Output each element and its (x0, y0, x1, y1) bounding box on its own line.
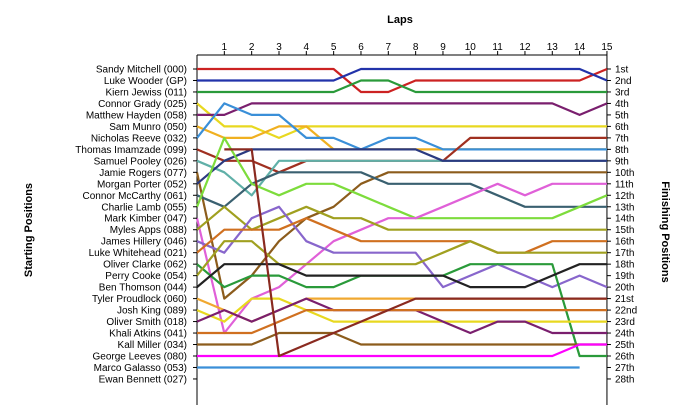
chart-title: Laps (387, 14, 413, 26)
starting-label: Sandy Mitchell (000) (96, 65, 187, 76)
starting-label: Morgan Porter (052) (97, 179, 187, 190)
series-line-11 (196, 148, 607, 185)
series-line-19 (196, 240, 607, 277)
x-tick-label: 6 (358, 42, 364, 53)
series-line-14 (195, 182, 607, 335)
x-tick-label: 2 (249, 42, 255, 53)
x-tick-label: 8 (413, 42, 419, 53)
finishing-label: 5th (615, 110, 629, 121)
starting-label: Kall Miller (034) (118, 340, 187, 351)
finishing-label: 10th (615, 168, 634, 179)
x-tick-label: 14 (574, 42, 586, 53)
series-line-24 (197, 309, 607, 335)
x-tick-label: 9 (440, 42, 446, 53)
finishing-label: 23rd (615, 317, 635, 328)
starting-label: George Leeves (080) (92, 352, 187, 363)
starting-label: Luke Wooder (GP) (104, 76, 187, 87)
series-line-13 (195, 136, 608, 220)
series-line-15 (196, 205, 607, 231)
finishing-label: 11th (615, 179, 634, 190)
finishing-label: 15th (615, 225, 634, 236)
finishing-label: 25th (615, 340, 634, 351)
starting-label: James Hillery (046) (101, 237, 187, 248)
x-tick-label: 7 (386, 42, 392, 53)
series-line-12 (196, 171, 607, 208)
finishing-label: 14th (615, 214, 634, 225)
x-tick-label: 13 (547, 42, 559, 53)
x-tick-label: 3 (276, 42, 282, 53)
finishing-label: 18th (615, 260, 634, 271)
finishing-label: 22nd (615, 306, 637, 317)
finishing-label: 19th (615, 271, 634, 282)
starting-label: Connor Grady (025) (98, 99, 187, 110)
x-tick-label: 1 (222, 42, 228, 53)
starting-label: Connor McCarthy (061) (83, 191, 187, 202)
x-tick-label: 12 (519, 42, 531, 53)
x-tick-label: 10 (465, 42, 477, 53)
starting-label: Ewan Bennett (027) (99, 374, 187, 385)
starting-label: Sam Munro (050) (109, 122, 187, 133)
finishing-label: 17th (615, 248, 634, 259)
starting-label: Matthew Hayden (058) (86, 110, 187, 121)
series-line-9 (196, 159, 607, 197)
x-tick-label: 11 (492, 42, 503, 53)
starting-label: Oliver Clarke (062) (103, 260, 187, 271)
starting-label: Jamie Rogers (077) (99, 168, 187, 179)
series-line-26 (197, 343, 607, 358)
starting-label: Marco Galasso (053) (94, 363, 187, 374)
finishing-label: 28th (615, 374, 634, 385)
starting-label: Thomas Imamzade (099) (75, 145, 187, 156)
starting-label: Kiern Jewiss (011) (105, 87, 187, 98)
finishing-label: 9th (615, 156, 629, 167)
finishing-label: 3rd (615, 87, 629, 98)
starting-label: Tyler Proudlock (060) (92, 294, 187, 305)
starting-label: Samuel Pooley (026) (94, 156, 187, 167)
series-line-20 (196, 263, 607, 289)
x-tick-label: 4 (304, 42, 310, 53)
starting-label: Myles Apps (088) (110, 225, 187, 236)
x-tick-label: 5 (331, 42, 337, 53)
finishing-label: 12th (615, 191, 634, 202)
starting-label: Charlie Lamb (055) (101, 202, 187, 213)
series-line-3 (197, 79, 607, 94)
series-line-4 (196, 102, 607, 139)
series-line-2 (197, 67, 608, 82)
finishing-label: 1st (615, 65, 629, 76)
series-line-22 (196, 297, 607, 323)
finishing-label: 8th (615, 145, 629, 156)
x-ticks: 1 2 3 4 5 6 7 8 9 10 11 12 13 14 15 (222, 42, 613, 55)
finishing-label: 27th (615, 363, 634, 374)
finishing-label: 24th (615, 329, 634, 340)
starting-label: Khali Atkins (041) (109, 329, 187, 340)
series-line-7 (196, 102, 607, 151)
series-line-8 (196, 136, 607, 174)
series-line-17 (196, 217, 607, 254)
y-label-left: Starting Positions (23, 183, 35, 277)
finishing-label: 21st (615, 294, 634, 305)
starting-label: Ben Thomson (044) (99, 283, 187, 294)
starting-label: Josh King (089) (117, 306, 187, 317)
y-label-right: Finishing Positions (659, 181, 671, 282)
finishing-label: 20th (615, 283, 634, 294)
starting-labels: Sandy Mitchell (000)Luke Wooder (GP)Kier… (75, 65, 197, 385)
x-tick-label: 15 (601, 42, 613, 53)
finishing-labels: 1st2nd3rd4th5th6th7th8th9th10th11th12th1… (606, 65, 637, 385)
starting-label: Oliver Smith (018) (106, 317, 187, 328)
finishing-label: 6th (615, 122, 629, 133)
finishing-label: 4th (615, 99, 629, 110)
finishing-label: 26th (615, 352, 634, 363)
finishing-label: 7th (615, 133, 629, 144)
starting-label: Mark Kimber (047) (104, 214, 187, 225)
starting-label: Perry Cooke (054) (105, 271, 187, 282)
finishing-label: 2nd (615, 76, 632, 87)
series-line-28 (224, 148, 607, 358)
series-line-25 (197, 331, 607, 346)
starting-label: Nicholas Reeve (032) (91, 133, 187, 144)
starting-label: Luke Whitehead (021) (89, 248, 187, 259)
series-line-5 (197, 102, 608, 116)
finishing-label: 13th (615, 202, 634, 213)
series-group (195, 67, 608, 369)
finishing-label: 16th (615, 237, 634, 248)
